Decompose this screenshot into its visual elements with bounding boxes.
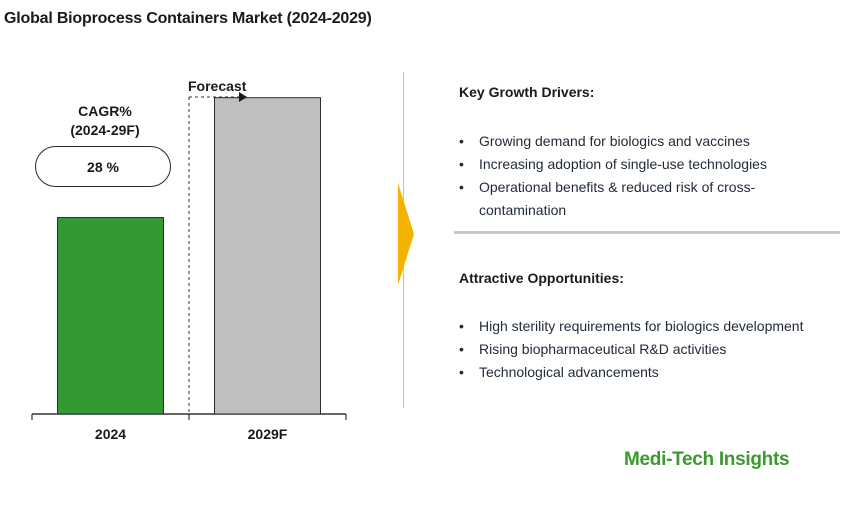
cagr-value-badge: 28 % xyxy=(35,146,171,187)
list-item-text: High sterility requirements for biologic… xyxy=(479,318,804,334)
forecast-label: Forecast xyxy=(188,78,247,94)
list-item: • High sterility requirements for biologi… xyxy=(459,315,819,338)
cagr-label: CAGR% (2024-29F) xyxy=(56,102,154,140)
bullet-icon: • xyxy=(459,341,464,357)
forecast-arrow-icon xyxy=(239,92,247,102)
list-item-text: Technological advancements xyxy=(479,364,659,380)
opportunities-title: Attractive Opportunities: xyxy=(459,270,624,286)
bullet-icon: • xyxy=(459,179,464,195)
bar-2024 xyxy=(57,217,164,415)
section-divider xyxy=(454,231,840,234)
x-tick-label: 2029F xyxy=(248,426,288,442)
list-item: • Increasing adoption of single-use techn… xyxy=(459,153,819,176)
cagr-value: 28 % xyxy=(87,158,119,175)
brand-logo: Medi-Tech Insights xyxy=(624,449,790,470)
list-item: • Operational benefits & reduced risk of … xyxy=(459,176,819,222)
list-item: • Growing demand for biologics and vaccin… xyxy=(459,130,819,153)
bullet-icon: • xyxy=(459,318,464,334)
list-item-text: Rising biopharmaceutical R&D activities xyxy=(479,341,727,357)
drivers-title: Key Growth Drivers: xyxy=(459,84,595,100)
opportunities-list: • High sterility requirements for biologi… xyxy=(459,315,819,384)
drivers-list: • Growing demand for biologics and vaccin… xyxy=(459,130,819,222)
chevron-right-icon xyxy=(398,183,414,285)
cagr-label-line1: CAGR% xyxy=(78,103,132,119)
bar-chart: 2024 2029F xyxy=(31,92,347,442)
list-item-text: Growing demand for biologics and vaccine… xyxy=(479,133,750,149)
bullet-icon: • xyxy=(459,133,464,149)
bullet-icon: • xyxy=(459,156,464,172)
x-tick-label: 2024 xyxy=(95,426,126,442)
list-item: • Technological advancements xyxy=(459,361,819,384)
bar-2029f xyxy=(214,97,321,415)
list-item-text: Operational benefits & reduced risk of c… xyxy=(479,179,756,218)
list-item-text: Increasing adoption of single-use techno… xyxy=(479,156,767,172)
cagr-label-line2: (2024-29F) xyxy=(70,122,140,138)
bullet-icon: • xyxy=(459,364,464,380)
page-title: Global Bioprocess Containers Market (202… xyxy=(4,10,372,27)
list-item: • Rising biopharmaceutical R&D activities xyxy=(459,338,819,361)
